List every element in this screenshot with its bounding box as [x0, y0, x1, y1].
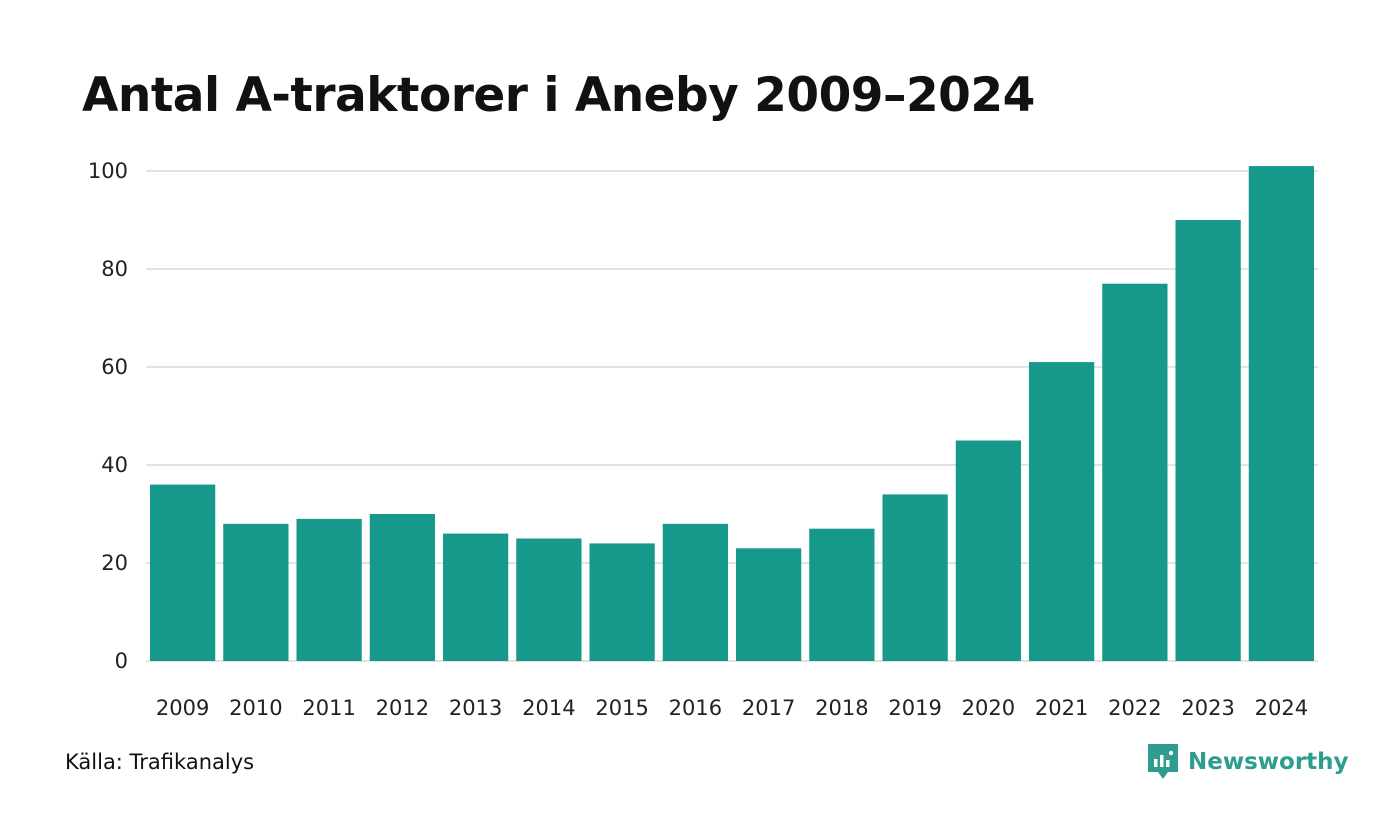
x-axis: 2009 2010 2011 2012 2013 2014 2015 2016 2017 2018…	[156, 696, 1308, 720]
bar	[882, 494, 948, 661]
x-tick-label: 2009	[156, 696, 209, 720]
y-tick-label: 40	[101, 453, 128, 477]
x-tick-label: 2020	[962, 696, 1015, 720]
x-tick-label: 2023	[1181, 696, 1234, 720]
x-tick-label: 2010	[229, 696, 282, 720]
bar	[516, 538, 582, 661]
x-tick-label: 2022	[1108, 696, 1161, 720]
y-tick-label: 60	[101, 355, 128, 379]
bar	[589, 543, 655, 661]
bar	[809, 528, 875, 661]
bar	[369, 514, 435, 661]
bar	[662, 523, 728, 661]
x-tick-label: 2015	[595, 696, 648, 720]
bar	[1175, 220, 1241, 661]
bars	[150, 166, 1314, 661]
bar	[223, 523, 289, 661]
brand-name: Newsworthy	[1188, 749, 1349, 775]
y-tick-label: 20	[101, 551, 128, 575]
x-tick-label: 2014	[522, 696, 575, 720]
x-tick-label: 2013	[449, 696, 502, 720]
bar	[1029, 362, 1095, 661]
bar	[1102, 283, 1168, 661]
y-axis: 0 20 40 60 80 100	[88, 159, 128, 673]
x-tick-label: 2018	[815, 696, 868, 720]
bar	[955, 440, 1021, 661]
bar	[1248, 166, 1314, 661]
x-tick-label: 2021	[1035, 696, 1088, 720]
brand: Newsworthy	[1148, 744, 1349, 780]
x-tick-label: 2017	[742, 696, 795, 720]
x-tick-label: 2016	[669, 696, 722, 720]
bar	[150, 484, 216, 661]
y-tick-label: 80	[101, 257, 128, 281]
x-tick-label: 2024	[1255, 696, 1308, 720]
newsworthy-logo-icon	[1148, 744, 1178, 779]
y-tick-label: 0	[115, 649, 128, 673]
x-tick-label: 2019	[888, 696, 941, 720]
bar	[443, 533, 509, 661]
bar	[736, 548, 802, 661]
chart-title: Antal A-traktorer i Aneby 2009–2024	[82, 68, 1035, 123]
source-note: Källa: Trafikanalys	[65, 750, 255, 774]
bar	[296, 518, 362, 661]
x-tick-label: 2012	[376, 696, 429, 720]
y-tick-label: 100	[88, 159, 128, 183]
x-tick-label: 2011	[302, 696, 355, 720]
